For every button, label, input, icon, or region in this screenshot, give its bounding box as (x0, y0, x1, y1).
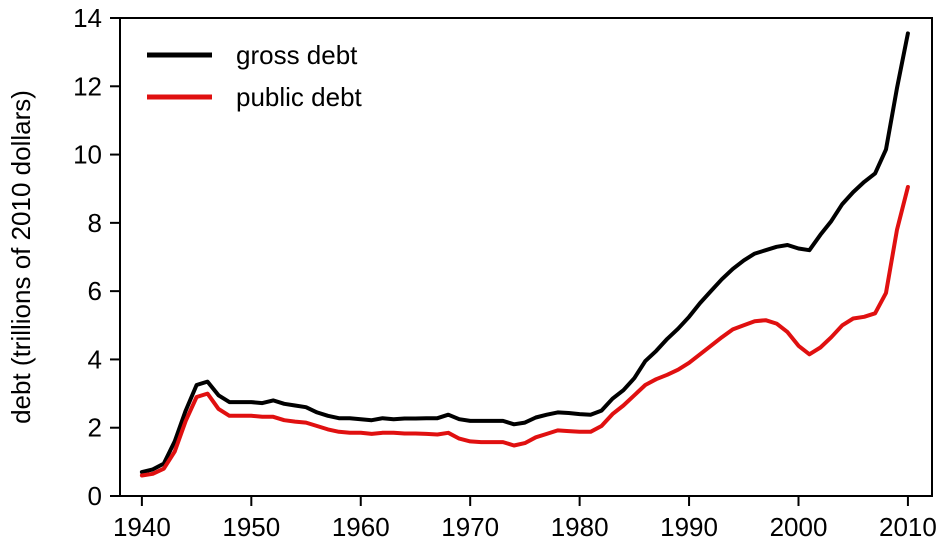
x-tick-label: 1980 (551, 512, 609, 542)
x-tick-label: 1950 (222, 512, 280, 542)
axes (119, 17, 933, 497)
x-tick-label: 1960 (332, 512, 390, 542)
series-line (139, 185, 910, 478)
y-axis-ticks: 0 2 4 6 8 10 12 14 (73, 3, 120, 511)
x-tick-label: 2010 (879, 512, 937, 542)
x-tick-label: 1970 (441, 512, 499, 542)
y-tick-label: 8 (88, 208, 102, 238)
x-tick-label: 1990 (660, 512, 718, 542)
y-tick-label: 0 (88, 481, 102, 511)
y-axis-title: debt (trillions of 2010 dollars) (6, 90, 36, 424)
y-tick-label: 2 (88, 413, 102, 443)
y-tick-label: 14 (73, 3, 102, 33)
y-tick-label: 12 (73, 71, 102, 101)
y-tick-label: 6 (88, 276, 102, 306)
series-lines (139, 31, 910, 478)
legend-label: public debt (236, 82, 363, 112)
series-line (139, 31, 910, 475)
plot-frame (119, 17, 933, 497)
x-tick-label: 1940 (113, 512, 171, 542)
x-axis-ticks: 1940 1950 1960 1970 1980 1990 2000 2010 (113, 496, 937, 542)
legend: gross debt public debt (147, 40, 363, 112)
y-tick-label: 4 (88, 344, 102, 374)
x-tick-label: 2000 (770, 512, 828, 542)
y-tick-label: 10 (73, 140, 102, 170)
legend-label: gross debt (236, 40, 358, 70)
